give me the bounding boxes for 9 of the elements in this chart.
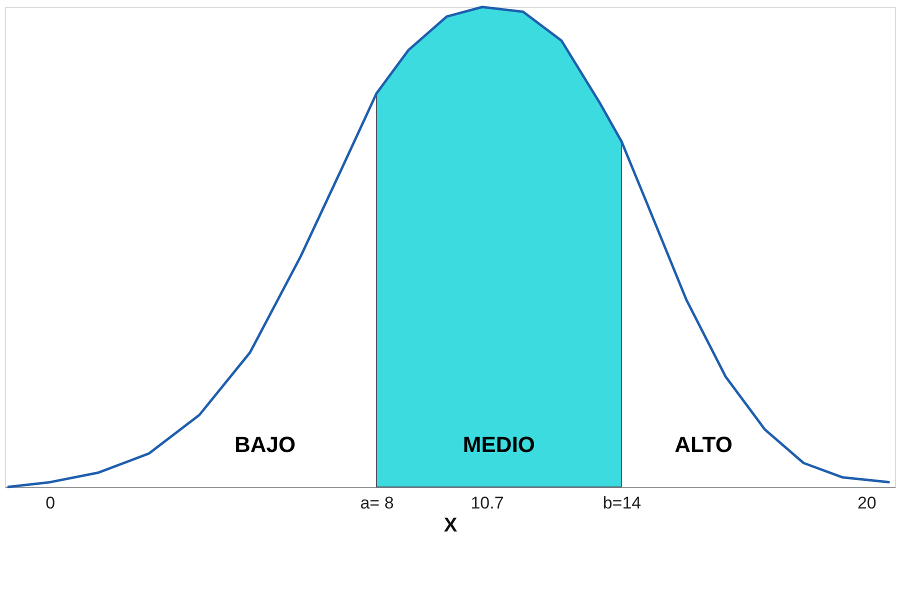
x-tick-label: 0 [46,494,56,512]
annotation: MEDIO [462,432,536,457]
x-tick-label: b=14 [602,494,642,512]
annotation: BAJO [234,432,296,457]
x-tick-label: 10.7 [470,494,504,512]
x-axis-title: X [444,514,458,536]
x-tick-label: a= 8 [360,494,394,512]
x-tick-label: 20 [857,494,876,512]
annotation: ALTO [674,432,732,457]
